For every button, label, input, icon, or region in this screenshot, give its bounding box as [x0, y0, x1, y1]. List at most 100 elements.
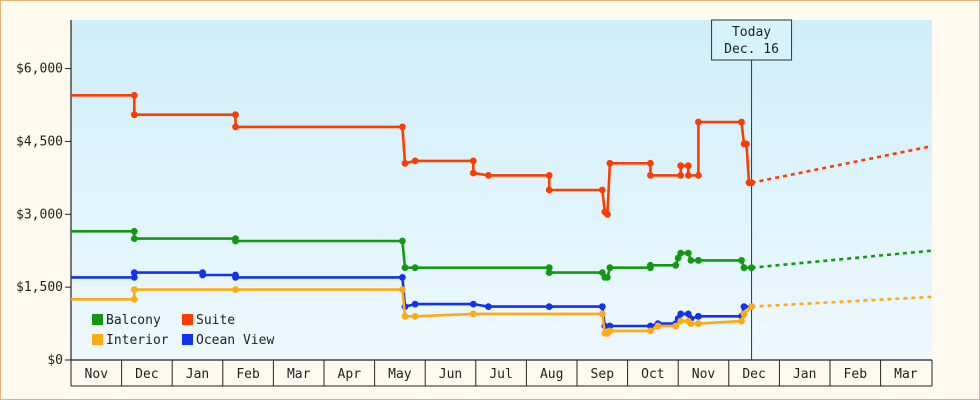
data-point	[647, 327, 654, 335]
data-point	[672, 261, 680, 269]
x-tick-label: Mar	[894, 367, 918, 382]
x-tick-label: Dec	[135, 367, 158, 382]
y-tick-label: $3,000	[16, 207, 63, 222]
data-point	[232, 274, 239, 281]
x-axis: Nov Dec Jan Feb Mar Apr May Jun Jul Aug Sep Oct Nov D…	[70, 359, 933, 387]
data-point	[740, 310, 748, 318]
data-point	[232, 237, 239, 245]
data-point	[738, 257, 745, 264]
today-label: Today	[732, 25, 771, 40]
data-point	[469, 310, 477, 318]
data-point	[604, 210, 611, 218]
legend-swatch	[182, 334, 193, 345]
x-tick-label: Mar	[287, 367, 311, 382]
data-point	[469, 300, 477, 308]
data-point	[411, 300, 419, 308]
legend: Balcony Suite Interior Ocean View	[92, 313, 274, 348]
data-point	[606, 159, 614, 167]
data-point	[687, 320, 695, 327]
data-point	[130, 227, 138, 235]
today-callout	[711, 19, 793, 61]
data-point	[604, 274, 611, 281]
x-tick-label: Sep	[591, 367, 615, 382]
data-point	[130, 235, 138, 243]
data-point	[677, 317, 685, 325]
data-point	[672, 322, 680, 330]
x-tick-label: Dec	[742, 367, 765, 382]
data-point	[598, 303, 606, 310]
data-point	[743, 140, 750, 148]
data-point	[740, 303, 748, 310]
data-point	[411, 157, 419, 165]
data-point	[684, 249, 692, 257]
data-point	[232, 286, 239, 293]
data-point	[401, 159, 409, 167]
data-point	[695, 172, 702, 179]
data-point	[130, 286, 138, 293]
data-point	[748, 264, 755, 272]
legend-swatch	[92, 334, 103, 345]
x-tick-label: Feb	[844, 367, 868, 382]
data-point	[684, 162, 692, 170]
data-point	[598, 186, 606, 194]
series-projection	[751, 249, 932, 269]
data-point	[130, 274, 138, 281]
series-interior	[71, 286, 932, 337]
data-point	[687, 257, 695, 264]
data-point	[677, 172, 685, 179]
data-point	[411, 312, 419, 320]
data-point	[606, 327, 614, 335]
series-balcony	[71, 227, 932, 281]
series-ocean-view	[71, 269, 755, 330]
x-tick-label: Nov	[85, 367, 109, 382]
data-point	[199, 271, 207, 279]
data-point	[740, 264, 748, 272]
data-point	[399, 123, 406, 131]
x-tick-label: Jan	[186, 367, 209, 382]
series-suite	[71, 91, 932, 218]
data-point	[469, 169, 477, 177]
x-tick-label: Jul	[489, 367, 512, 382]
data-point	[399, 286, 406, 293]
y-tick-label: $4,500	[16, 134, 63, 149]
legend-swatch	[92, 314, 103, 325]
data-point	[485, 172, 492, 179]
data-point	[232, 111, 239, 119]
data-point	[695, 320, 702, 327]
data-point	[399, 237, 406, 245]
plot-area	[71, 20, 932, 360]
legend-label: Balcony	[106, 313, 161, 328]
data-point	[545, 264, 553, 272]
data-point	[401, 312, 409, 320]
data-point	[399, 274, 406, 281]
data-point	[748, 303, 755, 310]
data-point	[411, 264, 419, 272]
y-axis: $0 $1,500 $3,000 $4,500 $6,000	[16, 20, 72, 368]
data-point	[647, 159, 654, 167]
data-point	[545, 303, 553, 310]
series-projection	[751, 145, 932, 184]
legend-label: Suite	[196, 313, 235, 328]
series-layer	[71, 91, 932, 337]
y-tick-label: $6,000	[16, 62, 63, 77]
x-tick-label: Feb	[236, 367, 260, 382]
data-point	[654, 322, 662, 330]
y-tick-label: $0	[47, 353, 63, 368]
data-point	[485, 303, 492, 310]
data-point	[606, 264, 614, 272]
data-point	[677, 310, 685, 318]
data-point	[232, 123, 239, 131]
data-point	[606, 322, 614, 330]
data-point	[677, 162, 685, 170]
data-point	[684, 172, 692, 179]
data-point	[545, 269, 553, 276]
data-point	[738, 317, 745, 325]
legend-label: Ocean View	[196, 333, 274, 348]
data-point	[130, 295, 138, 303]
data-point	[695, 257, 702, 264]
y-tick-label: $1,500	[16, 280, 63, 295]
data-point	[647, 172, 654, 179]
x-tick-label: Jan	[793, 367, 816, 382]
data-point	[130, 91, 138, 99]
